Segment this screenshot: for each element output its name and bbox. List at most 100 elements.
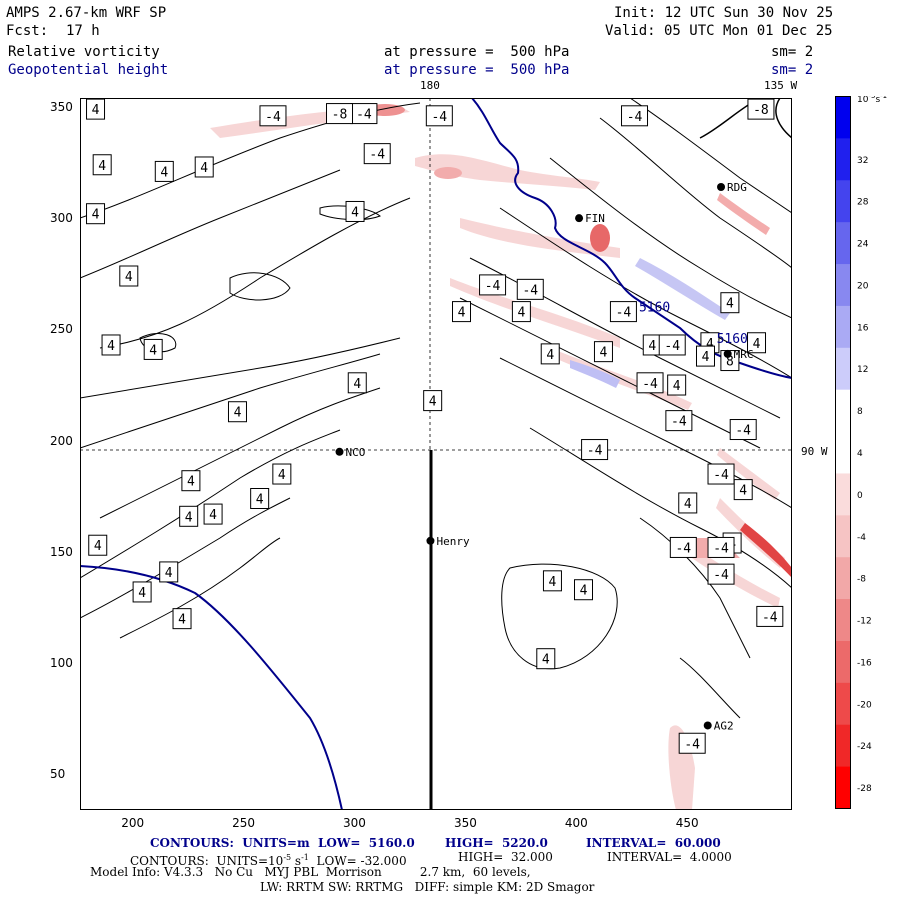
contour-label-text: 4 (600, 346, 608, 361)
station-mrc: MRC (723, 348, 754, 361)
y-tick-label: 150 (50, 544, 73, 559)
contour-label: 4 (227, 401, 247, 423)
contour-label: 4 (542, 570, 562, 592)
valid-time: Valid: 05 UTC Mon 01 Dec 25 (605, 23, 833, 39)
lon-label-135w: 135 W (764, 79, 798, 92)
colorbar-label: -4 (857, 533, 866, 543)
colorbar-label: -8 (857, 575, 866, 585)
y-tick-label: 50 (50, 767, 66, 782)
x-tick-label: 350 (453, 816, 477, 830)
station-label: FIN (585, 212, 605, 225)
contour-label: 4 (733, 479, 753, 501)
contour-label: 4 (143, 338, 163, 360)
contour-label: 4 (92, 154, 112, 176)
contour-label-text: 4 (648, 339, 656, 354)
station-label: AG2 (714, 719, 734, 732)
station-marker (703, 721, 712, 730)
contour-label-text: -4 (587, 444, 603, 459)
contour-label-text: -4 (642, 377, 658, 392)
contour-label: 4 (345, 200, 365, 222)
contour-label-text: 4 (98, 159, 106, 174)
contour-label-text: -8 (332, 108, 348, 123)
contour-label: 4 (272, 463, 292, 485)
field1-level: at pressure = 500 hPa (384, 44, 570, 60)
contour-label: 4 (720, 292, 740, 314)
contour-label-text: 4 (684, 497, 692, 512)
contour-label: 4 (194, 156, 214, 178)
lon-label-180: 180 (420, 79, 440, 92)
colorbar-cell (835, 138, 851, 181)
contour-label-text: -4 (713, 568, 729, 583)
contour-label-text: 4 (94, 539, 102, 554)
x-tick-label: 450 (675, 816, 699, 830)
footer-physics-info: LW: RRTM SW: RRTMG DIFF: simple KM: 2D S… (260, 880, 595, 894)
contour-label: -4 (678, 732, 706, 754)
colorbar-frame (835, 96, 851, 809)
contour-label: -4 (707, 536, 735, 558)
contour-label-text: 4 (726, 297, 734, 312)
forecast-label: Fcst: (6, 23, 49, 39)
contour-label: -4 (425, 105, 453, 127)
contour-label-text: 4 (580, 584, 588, 599)
contour-label: 4 (511, 301, 531, 323)
contour-label-text: -4 (356, 108, 372, 123)
contour-label: 4 (642, 334, 662, 356)
contour-label-text: 4 (256, 493, 264, 508)
contour-label: 4 (695, 345, 715, 367)
contour-label: 4 (172, 608, 192, 630)
contour-label-text: -4 (369, 148, 385, 163)
contour-label: 4 (154, 160, 174, 182)
colorbar-cells (835, 96, 851, 809)
contour-label-text: 4 (165, 566, 173, 581)
contour-label: 4 (119, 265, 139, 287)
contour-label: -4 (350, 103, 378, 125)
station-marker (426, 536, 435, 545)
contour-label: 4 (250, 488, 270, 509)
contour-label-text: 4 (178, 613, 186, 628)
contour-label: -4 (658, 334, 686, 356)
contour-label-text: 4 (702, 350, 710, 365)
station-fin: FIN (575, 212, 605, 225)
station-marker (717, 183, 726, 191)
height-contour-label: 5160 (717, 332, 748, 347)
x-tick-label: 250 (232, 816, 256, 830)
colorbar-cell (835, 640, 851, 684)
contour-label-text: 4 (185, 510, 193, 525)
station-label: NCO (346, 446, 366, 459)
contour-label: -4 (707, 563, 735, 585)
colorbar-cell (835, 264, 851, 307)
contour-label: -4 (581, 439, 609, 461)
colorbar-label: 0 (857, 491, 863, 501)
contour-label: 4 (86, 203, 106, 225)
contour-label-text: 4 (546, 348, 554, 363)
colorbar-unit: 10-5s-1 (857, 96, 887, 105)
contour-label: 4 (747, 332, 767, 354)
contour-label: -4 (363, 143, 391, 165)
colorbar-label: 8 (857, 407, 863, 417)
colorbar-label: 32 (857, 156, 868, 166)
contour-label-text: -4 (431, 110, 447, 125)
y-tick-label: 250 (50, 322, 73, 337)
contour-label-text: 4 (278, 468, 286, 483)
station-rdg: RDG (717, 181, 747, 194)
contour-label-text: -4 (627, 110, 643, 125)
field2-level: at pressure = 500 hPa (384, 62, 570, 78)
model-title: AMPS 2.67-km WRF SP (6, 5, 167, 21)
contour-label-text: 4 (458, 306, 466, 321)
footer-vort-contours: CONTOURS: UNITS=10-5 s-1 LOW= -32.000 (130, 853, 407, 868)
forecast-hour: 17 h (66, 23, 100, 39)
stations: NCO Henry AG2 RDG FIN MRC (335, 181, 754, 732)
x-tick-label: 200 (121, 816, 145, 830)
contour-label-text: 4 (429, 395, 437, 410)
colorbar-cell (835, 682, 851, 726)
contour-label-text: -4 (675, 541, 691, 556)
colorbar-cell (835, 766, 851, 809)
colorbar-label: -20 (857, 700, 872, 710)
contour-label: 4 (593, 341, 613, 363)
colorbar-cell (835, 557, 851, 600)
colorbar-cell (835, 96, 851, 139)
contour-label: 4 (536, 648, 556, 670)
contour-label: 4 (423, 390, 443, 412)
